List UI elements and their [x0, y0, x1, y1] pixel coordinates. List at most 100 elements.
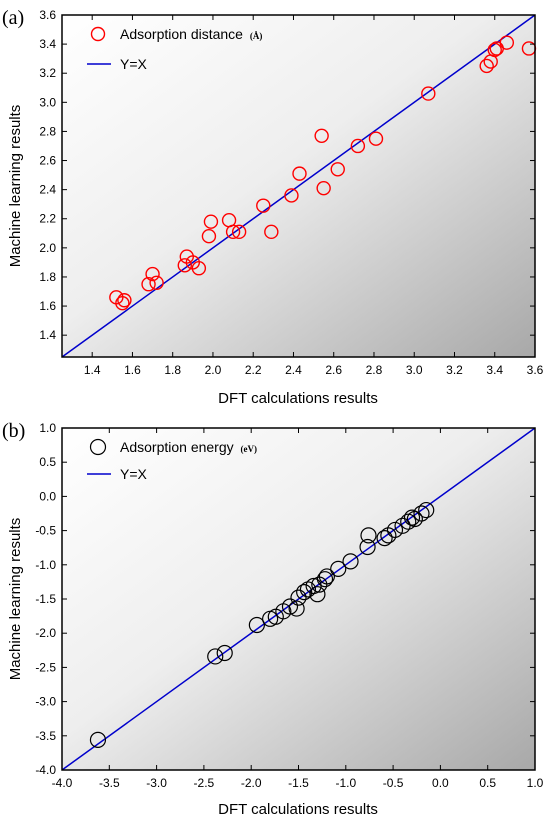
plot-frame-b: [61, 427, 536, 771]
x-tick-label-a: 2.4: [285, 363, 302, 377]
data-point-b: [296, 584, 313, 601]
data-point-b: [288, 600, 305, 617]
y-tick-label-a: 2.0: [39, 241, 56, 255]
data-point-a: [330, 162, 345, 177]
data-point-b: [330, 560, 347, 578]
y-axis-label-b: Machine learning results: [7, 518, 24, 681]
data-point-b: [216, 644, 233, 662]
legend-label-distance: Adsorption distance: [120, 26, 243, 42]
x-tick-label-b: 0.0: [432, 776, 449, 790]
data-point-a: [203, 214, 219, 229]
x-tick-label-b: -1.5: [288, 776, 309, 790]
data-point-a: [117, 293, 132, 308]
x-tick-label-b: -1.0: [335, 776, 356, 790]
data-point-b: [403, 509, 421, 526]
x-tick-label-a: 2.0: [205, 363, 222, 377]
y-tick-label-a: 2.2: [39, 212, 56, 226]
x-tick-label-a: 2.8: [366, 363, 383, 377]
y-tick-label-b: -3.0: [35, 695, 56, 709]
data-point-a: [487, 42, 502, 58]
y-tick-label-a: 3.2: [39, 66, 56, 80]
x-tick-label-a: 3.0: [406, 363, 423, 377]
panel-b: -4.0 -3.5 -3.0 -2.5 -2.0 -1.5 -1.0 -0.5 0.0 0.5 1.…: [2, 420, 544, 818]
data-point-a: [499, 35, 515, 50]
data-point-a: [115, 295, 130, 311]
y-tick-label-b: -2.5: [35, 660, 56, 674]
y-tick-label-b: 1.0: [39, 421, 56, 435]
data-point-b: [309, 586, 326, 603]
x-tick-label-a: 1.6: [124, 363, 141, 377]
data-point-b: [342, 553, 359, 570]
data-point-a: [479, 58, 494, 74]
legend-label-energy: Adsorption energy: [120, 439, 234, 455]
x-tick-label-a: 1.4: [84, 363, 101, 377]
y-tick-label-b: -3.5: [35, 729, 56, 743]
data-point-b: [413, 505, 430, 522]
x-tick-label-a: 3.6: [527, 363, 544, 377]
legend-marker-distance: [90, 26, 106, 42]
data-point-a: [145, 266, 160, 282]
y-tick-label-a: 1.6: [39, 299, 56, 313]
panel-a: 1.4 1.6 1.8 2.0 2.2 2.4 2.6 2.8 3.0 3.2 3.4 3.6 1.4 1…: [2, 7, 544, 407]
x-tick-label-b: -4.0: [52, 776, 73, 790]
y-tick-label-a: 3.6: [39, 8, 56, 22]
x-tick-label-a: 1.8: [164, 363, 181, 377]
y-tick-label-a: 3.4: [39, 37, 56, 51]
x-tick-label-a: 2.2: [245, 363, 262, 377]
data-point-a: [256, 198, 271, 213]
y-tick-label-a: 3.0: [39, 95, 56, 109]
y-tick-label-a: 1.4: [39, 328, 56, 342]
data-point-a: [314, 128, 329, 143]
data-point-b: [248, 616, 265, 634]
y-tick-label-a: 2.4: [39, 183, 56, 197]
data-point-a: [292, 166, 307, 181]
data-point-b: [207, 648, 224, 665]
y-tick-label-a: 2.8: [39, 124, 56, 138]
data-point-a: [149, 275, 164, 290]
data-point-b: [359, 538, 376, 556]
legend-marker-energy: [89, 438, 107, 456]
data-point-a: [225, 224, 241, 240]
plot-frame-a: [61, 14, 536, 358]
data-point-b: [318, 568, 335, 585]
data-point-b: [394, 517, 411, 534]
x-axis-label-a: DFT calculations results: [218, 390, 378, 407]
data-point-b: [376, 530, 393, 547]
svg-text:Adsorption distance (Å: Adsorption distance (Å): [120, 26, 262, 42]
data-point-a: [316, 180, 331, 196]
yx-reference-line-b: [61, 427, 536, 771]
yx-reference-line-a: [61, 14, 536, 358]
y-axis-label-a: Machine learning results: [7, 105, 24, 268]
x-tick-label-b: -0.5: [383, 776, 404, 790]
legend-label-yx-b: Y=X: [120, 466, 148, 482]
y-tick-label-b: -1.5: [35, 592, 56, 606]
y-tick-label-b: -1.0: [35, 558, 56, 572]
x-tick-label-b: -3.5: [99, 776, 120, 790]
panel-label-a: (a): [2, 7, 24, 29]
legend-a: Adsorption distance (Å) Y=X: [87, 26, 262, 72]
y-tick-label-b: -0.5: [35, 524, 56, 538]
legend-unit-energy: (eV): [241, 444, 258, 454]
data-point-b: [386, 521, 404, 539]
x-tick-label-b: -3.0: [146, 776, 167, 790]
y-tick-label-a: 2.6: [39, 154, 56, 168]
data-point-a: [264, 224, 279, 240]
data-point-a: [191, 261, 207, 276]
data-point-b: [281, 598, 299, 615]
data-point-a: [421, 86, 436, 101]
x-tick-label-a: 3.4: [486, 363, 503, 377]
data-point-b: [360, 527, 377, 544]
data-point-b: [316, 571, 334, 588]
panel-label-b: (b): [2, 420, 25, 442]
x-axis-label-b: DFT calculations results: [218, 801, 378, 818]
data-point-a: [201, 229, 217, 244]
data-point-a: [141, 277, 156, 292]
data-point-b: [290, 589, 307, 606]
y-tick-label-b: -4.0: [35, 763, 56, 777]
x-tick-label-a: 3.2: [446, 363, 463, 377]
data-point-a: [350, 138, 366, 154]
x-tick-label-b: -2.0: [241, 776, 262, 790]
legend-b: Adsorption energy (eV) Y=X: [87, 438, 258, 482]
data-point-b: [400, 513, 417, 530]
